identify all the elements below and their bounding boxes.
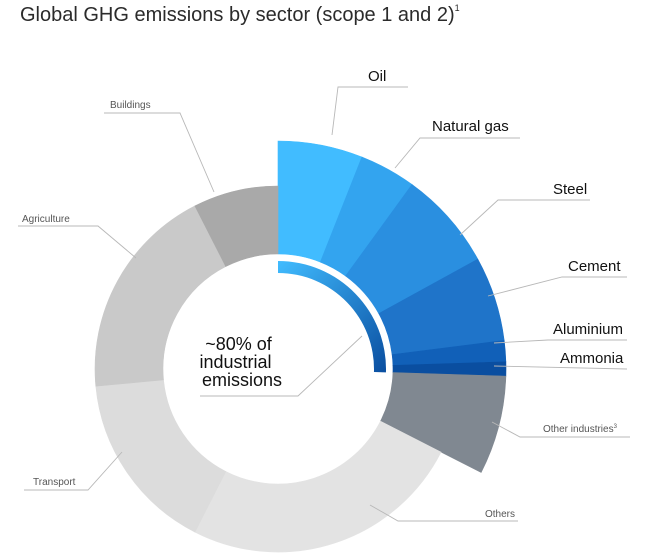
leader-line-transport (24, 451, 123, 491)
center-line-2: industrial (199, 352, 271, 372)
label-buildings: Buildings (110, 100, 151, 111)
slice-labels: Oil Natural gas Steel Cement Aluminium Ammoni… (22, 68, 624, 520)
label-transport: Transport (33, 477, 76, 488)
leader-line-natural-gas (394, 137, 520, 169)
center-line-3: emissions (202, 370, 282, 390)
leader-line-aluminium (493, 339, 627, 344)
center-line-1: ~80% of (205, 334, 273, 354)
label-aluminium: Aluminium (553, 321, 623, 338)
leader-line-buildings (104, 112, 215, 193)
label-cement: Cement (568, 258, 621, 275)
label-agriculture: Agriculture (22, 214, 70, 225)
chart-title: Global GHG emissions by sector (scope 1 … (20, 3, 460, 27)
slice-transport (95, 379, 227, 533)
label-footnote: 3 (614, 424, 618, 430)
leader-line-ammonia (493, 365, 628, 370)
leader-line-other-industries (491, 421, 630, 438)
leader-line-agriculture (18, 225, 137, 259)
donut-slices (94, 140, 507, 553)
label-other-industries: Other industries3 (543, 424, 618, 435)
leader-line-center (200, 335, 363, 397)
label-ammonia: Ammonia (560, 350, 624, 367)
title-footnote: 1 (454, 3, 460, 14)
label-steel: Steel (553, 181, 587, 198)
industrial-share-arc (278, 261, 387, 373)
label-others: Others (485, 509, 515, 520)
leader-line-others (369, 504, 518, 522)
center-text: ~80% of industrial emissions (199, 334, 282, 390)
chart-title-text: Global GHG emissions by sector (scope 1 … (20, 4, 455, 26)
leader-lines (18, 86, 630, 522)
leader-line-steel (459, 199, 590, 236)
slice-others (194, 420, 442, 553)
leader-line-cement (487, 276, 627, 297)
slice-other-industries (380, 372, 507, 473)
label-natural-gas: Natural gas (432, 118, 509, 135)
label-oil: Oil (368, 68, 386, 85)
industrial-share-arc-shape (278, 261, 387, 373)
slice-buildings (194, 185, 279, 267)
leader-line-oil (331, 86, 408, 136)
